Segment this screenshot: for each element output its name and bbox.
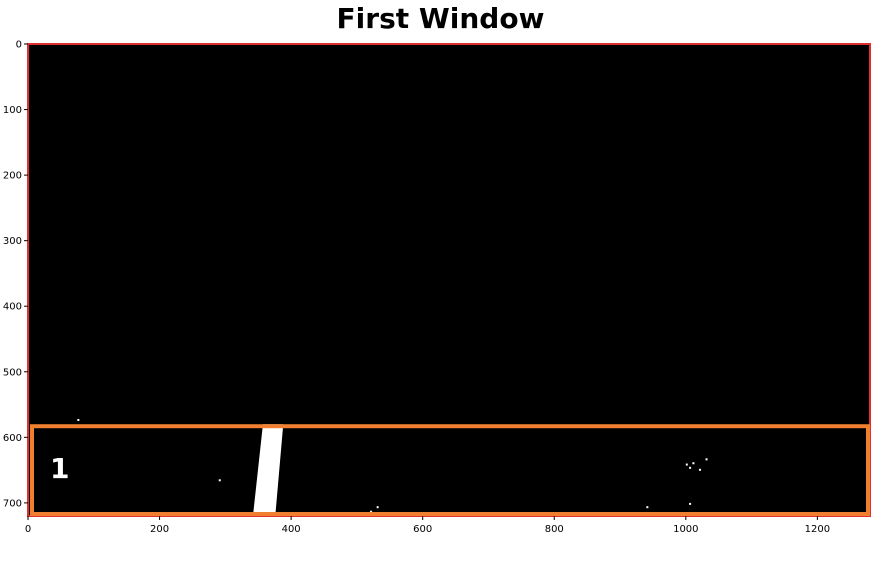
- window-label: 1: [50, 452, 69, 485]
- speck: [370, 510, 373, 513]
- speck: [685, 463, 688, 466]
- binary-image: [28, 44, 870, 516]
- x-tick-label: 0: [25, 524, 31, 535]
- y-tick-label: 200: [3, 171, 22, 182]
- chart-title: First Window: [336, 2, 545, 35]
- speck: [646, 506, 649, 509]
- y-axis: 0 100 200 300 400 500 600 700: [3, 40, 28, 509]
- y-tick-label: 500: [3, 367, 22, 378]
- x-tick-label: 1200: [805, 524, 830, 535]
- speck: [376, 506, 379, 509]
- speck: [692, 462, 695, 465]
- noise-specks: [77, 418, 708, 513]
- x-tick-label: 800: [545, 524, 564, 535]
- sliding-window-1: [30, 424, 870, 517]
- x-axis: 0 200 400 600 800 1000 1200: [25, 516, 830, 535]
- y-tick-label: 300: [3, 236, 22, 247]
- speck: [698, 468, 701, 471]
- x-tick-label: 600: [413, 524, 432, 535]
- y-tick-label: 100: [3, 105, 22, 116]
- speck: [689, 466, 692, 469]
- speck: [77, 418, 80, 421]
- y-tick-label: 600: [3, 433, 22, 444]
- speck: [705, 458, 708, 461]
- lane-stripe-0: [252, 424, 284, 516]
- speck: [218, 479, 221, 482]
- x-tick-label: 400: [282, 524, 301, 535]
- x-tick-label: 200: [150, 524, 169, 535]
- lane-pixels: [252, 424, 284, 516]
- y-tick-label: 400: [3, 302, 22, 313]
- speck: [689, 502, 692, 505]
- x-tick-label: 1000: [673, 524, 698, 535]
- y-tick-label: 700: [3, 498, 22, 509]
- y-tick-label: 0: [16, 40, 22, 51]
